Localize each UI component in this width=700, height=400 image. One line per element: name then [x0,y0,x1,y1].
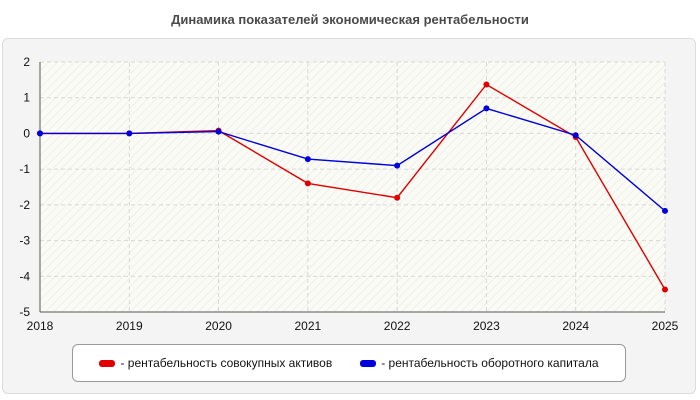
legend-label-working-capital: - рентабельность оборотного капитала [381,356,599,370]
x-tick-label: 2019 [116,319,143,333]
series-1-point [126,130,133,137]
legend-item-working-capital: - рентабельность оборотного капитала [360,356,599,370]
y-tick-label: -5 [19,305,30,319]
legend-label-assets: - рентабельность совокупных активов [120,356,333,370]
chart-legend: - рентабельность совокупных активов - ре… [72,344,626,382]
x-tick-label: 2025 [652,319,679,333]
series-1-point [483,105,490,112]
plot-area [40,62,665,312]
series-0-point [483,81,490,88]
x-tick-label: 2020 [205,319,232,333]
legend-item-assets: - рентабельность совокупных активов [99,356,332,370]
series-0-point [394,194,401,201]
chart-title: Динамика показателей экономическая рента… [171,12,529,27]
series-1-point [662,207,668,214]
series-1-point [215,128,222,135]
x-tick-label: 2023 [473,319,500,333]
x-tick-label: 2018 [27,319,54,333]
y-tick-label: -1 [19,162,30,176]
y-tick-label: 2 [23,55,30,69]
series-1-point [304,156,311,163]
y-tick-label: 1 [23,91,30,105]
series-1-point [572,132,579,139]
x-tick-label: 2024 [562,319,589,333]
y-tick-label: 0 [23,126,30,140]
series-1-point [394,162,401,169]
x-tick-label: 2022 [384,319,411,333]
series-line-1 [40,107,666,212]
series-0-point [662,286,668,293]
y-tick-label: -3 [19,234,30,248]
legend-swatch-assets [99,359,116,367]
legend-swatch-working-capital [360,359,377,367]
y-tick-label: -4 [19,269,30,283]
x-tick-label: 2021 [295,319,322,333]
series-0-point [304,180,311,187]
y-tick-label: -2 [19,198,30,212]
series-1-point [37,130,43,137]
